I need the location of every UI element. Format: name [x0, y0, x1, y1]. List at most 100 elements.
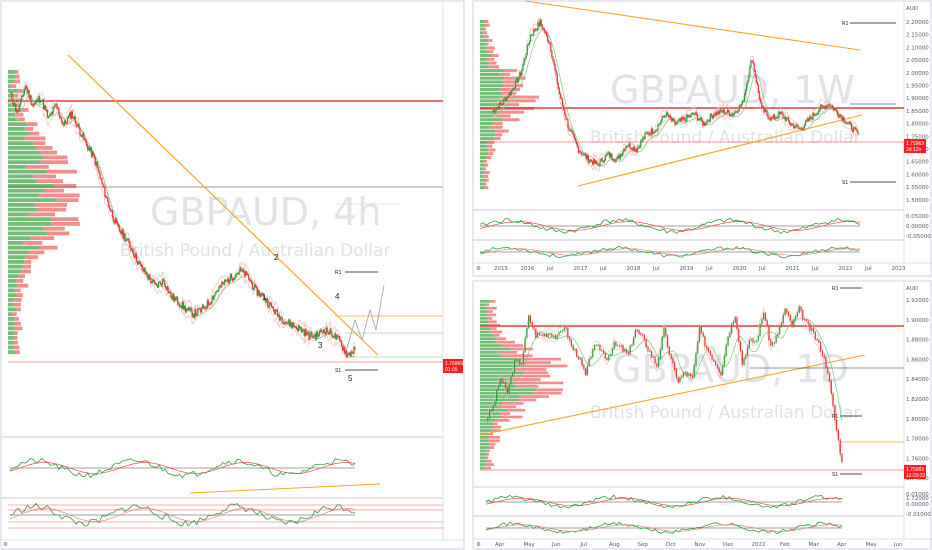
candle: [740, 104, 742, 107]
vp-bar-up: [8, 264, 23, 269]
vp-bar-down: [501, 402, 524, 405]
candle: [711, 116, 714, 118]
candle: [77, 124, 79, 126]
vp-bar-up: [480, 99, 504, 103]
candle: [620, 154, 623, 156]
candle: [776, 117, 778, 119]
candle: [775, 336, 777, 343]
vp-bar-up: [480, 337, 497, 341]
vp-bar-up: [480, 442, 490, 446]
settings-icon[interactable]: ⚙: [476, 266, 481, 272]
candle: [277, 314, 279, 317]
vp-bar-down: [51, 222, 80, 226]
candle: [704, 122, 706, 125]
candle: [192, 314, 194, 317]
vp-bar-up: [480, 54, 493, 58]
candle: [554, 335, 557, 339]
candle: [805, 319, 808, 322]
price-tick: 1.76000: [906, 456, 929, 462]
candle: [249, 280, 252, 282]
vp-bar-up: [480, 152, 489, 156]
candle: [126, 239, 128, 241]
vp-bar-up: [8, 150, 40, 155]
vp-bar-up: [480, 436, 490, 439]
candle: [772, 114, 775, 118]
vp-bar-down: [499, 88, 521, 92]
candle: [613, 342, 615, 349]
price-tick: 2.20000: [906, 20, 929, 26]
candle: [119, 230, 121, 233]
vp-bar-down: [15, 350, 20, 355]
vp-bar-down: [492, 122, 503, 126]
chart-4h[interactable]: GBPAUD, 4h British Pound / Australian Do…: [0, 0, 465, 550]
vp-bar-up: [480, 310, 488, 313]
candle: [630, 148, 632, 150]
candle: [324, 332, 326, 334]
candle: [663, 328, 665, 338]
time-tick: 2017: [574, 266, 588, 272]
settings-icon[interactable]: ⚙: [3, 542, 8, 548]
vp-bar-up: [480, 61, 490, 65]
pivot-r1-label: R1: [832, 286, 839, 292]
candle: [855, 127, 857, 130]
pivot-r1-label: R1: [335, 270, 342, 276]
candle: [722, 365, 724, 375]
candle: [682, 372, 685, 377]
vp-bar-down: [498, 405, 516, 409]
candle: [617, 345, 619, 347]
vp-bar-down: [515, 385, 539, 388]
settings-icon[interactable]: ⚙: [476, 542, 481, 548]
candle: [596, 161, 598, 164]
candle: [62, 122, 64, 124]
candle: [175, 297, 177, 300]
candle: [746, 84, 748, 91]
candle: [572, 132, 574, 136]
candle: [640, 333, 642, 335]
candle: [823, 355, 825, 358]
vp-bar-down: [507, 378, 541, 381]
candle: [633, 146, 635, 151]
candle: [66, 117, 69, 124]
candle: [518, 77, 520, 82]
candle: [42, 100, 45, 109]
candle: [718, 111, 720, 114]
vp-bar-down: [495, 419, 510, 422]
vp-bar-down: [484, 186, 489, 190]
candle: [320, 329, 323, 332]
candle: [815, 113, 817, 115]
candle: [35, 101, 37, 103]
candle: [153, 279, 155, 282]
candle: [352, 352, 354, 354]
candle: [570, 129, 572, 132]
candle: [827, 104, 829, 108]
candle: [795, 124, 797, 127]
candle: [152, 279, 154, 283]
candle: [542, 334, 544, 337]
candle: [787, 117, 790, 122]
price-tag: [443, 359, 463, 373]
candle: [694, 112, 696, 115]
candle: [109, 206, 111, 210]
chart-weekly[interactable]: GBPAUD, 1W British Pound / Australian Do…: [472, 0, 932, 277]
chart-daily[interactable]: GBPAUD, 1D British Pound / Australian Do…: [472, 280, 932, 550]
candle: [190, 308, 192, 311]
candle: [326, 327, 328, 332]
vp-bar-down: [484, 182, 487, 186]
candle: [836, 419, 838, 431]
candle: [268, 306, 270, 308]
candle: [51, 112, 53, 114]
price-axis: 2.20000 2.15000 2.10000 2.05000 2.00000 1.950…: [906, 20, 931, 240]
candle: [141, 265, 143, 270]
candle: [68, 112, 71, 116]
candle: [563, 105, 565, 110]
candle: [213, 295, 215, 300]
time-tick: Jun: [551, 542, 561, 548]
candle: [303, 330, 305, 336]
vp-bar-down: [497, 110, 525, 114]
candle: [770, 117, 772, 121]
vp-bar-up: [8, 89, 18, 93]
candle: [242, 269, 244, 272]
candle: [769, 118, 771, 121]
candle: [797, 125, 799, 128]
vp-bar-up: [8, 165, 26, 169]
